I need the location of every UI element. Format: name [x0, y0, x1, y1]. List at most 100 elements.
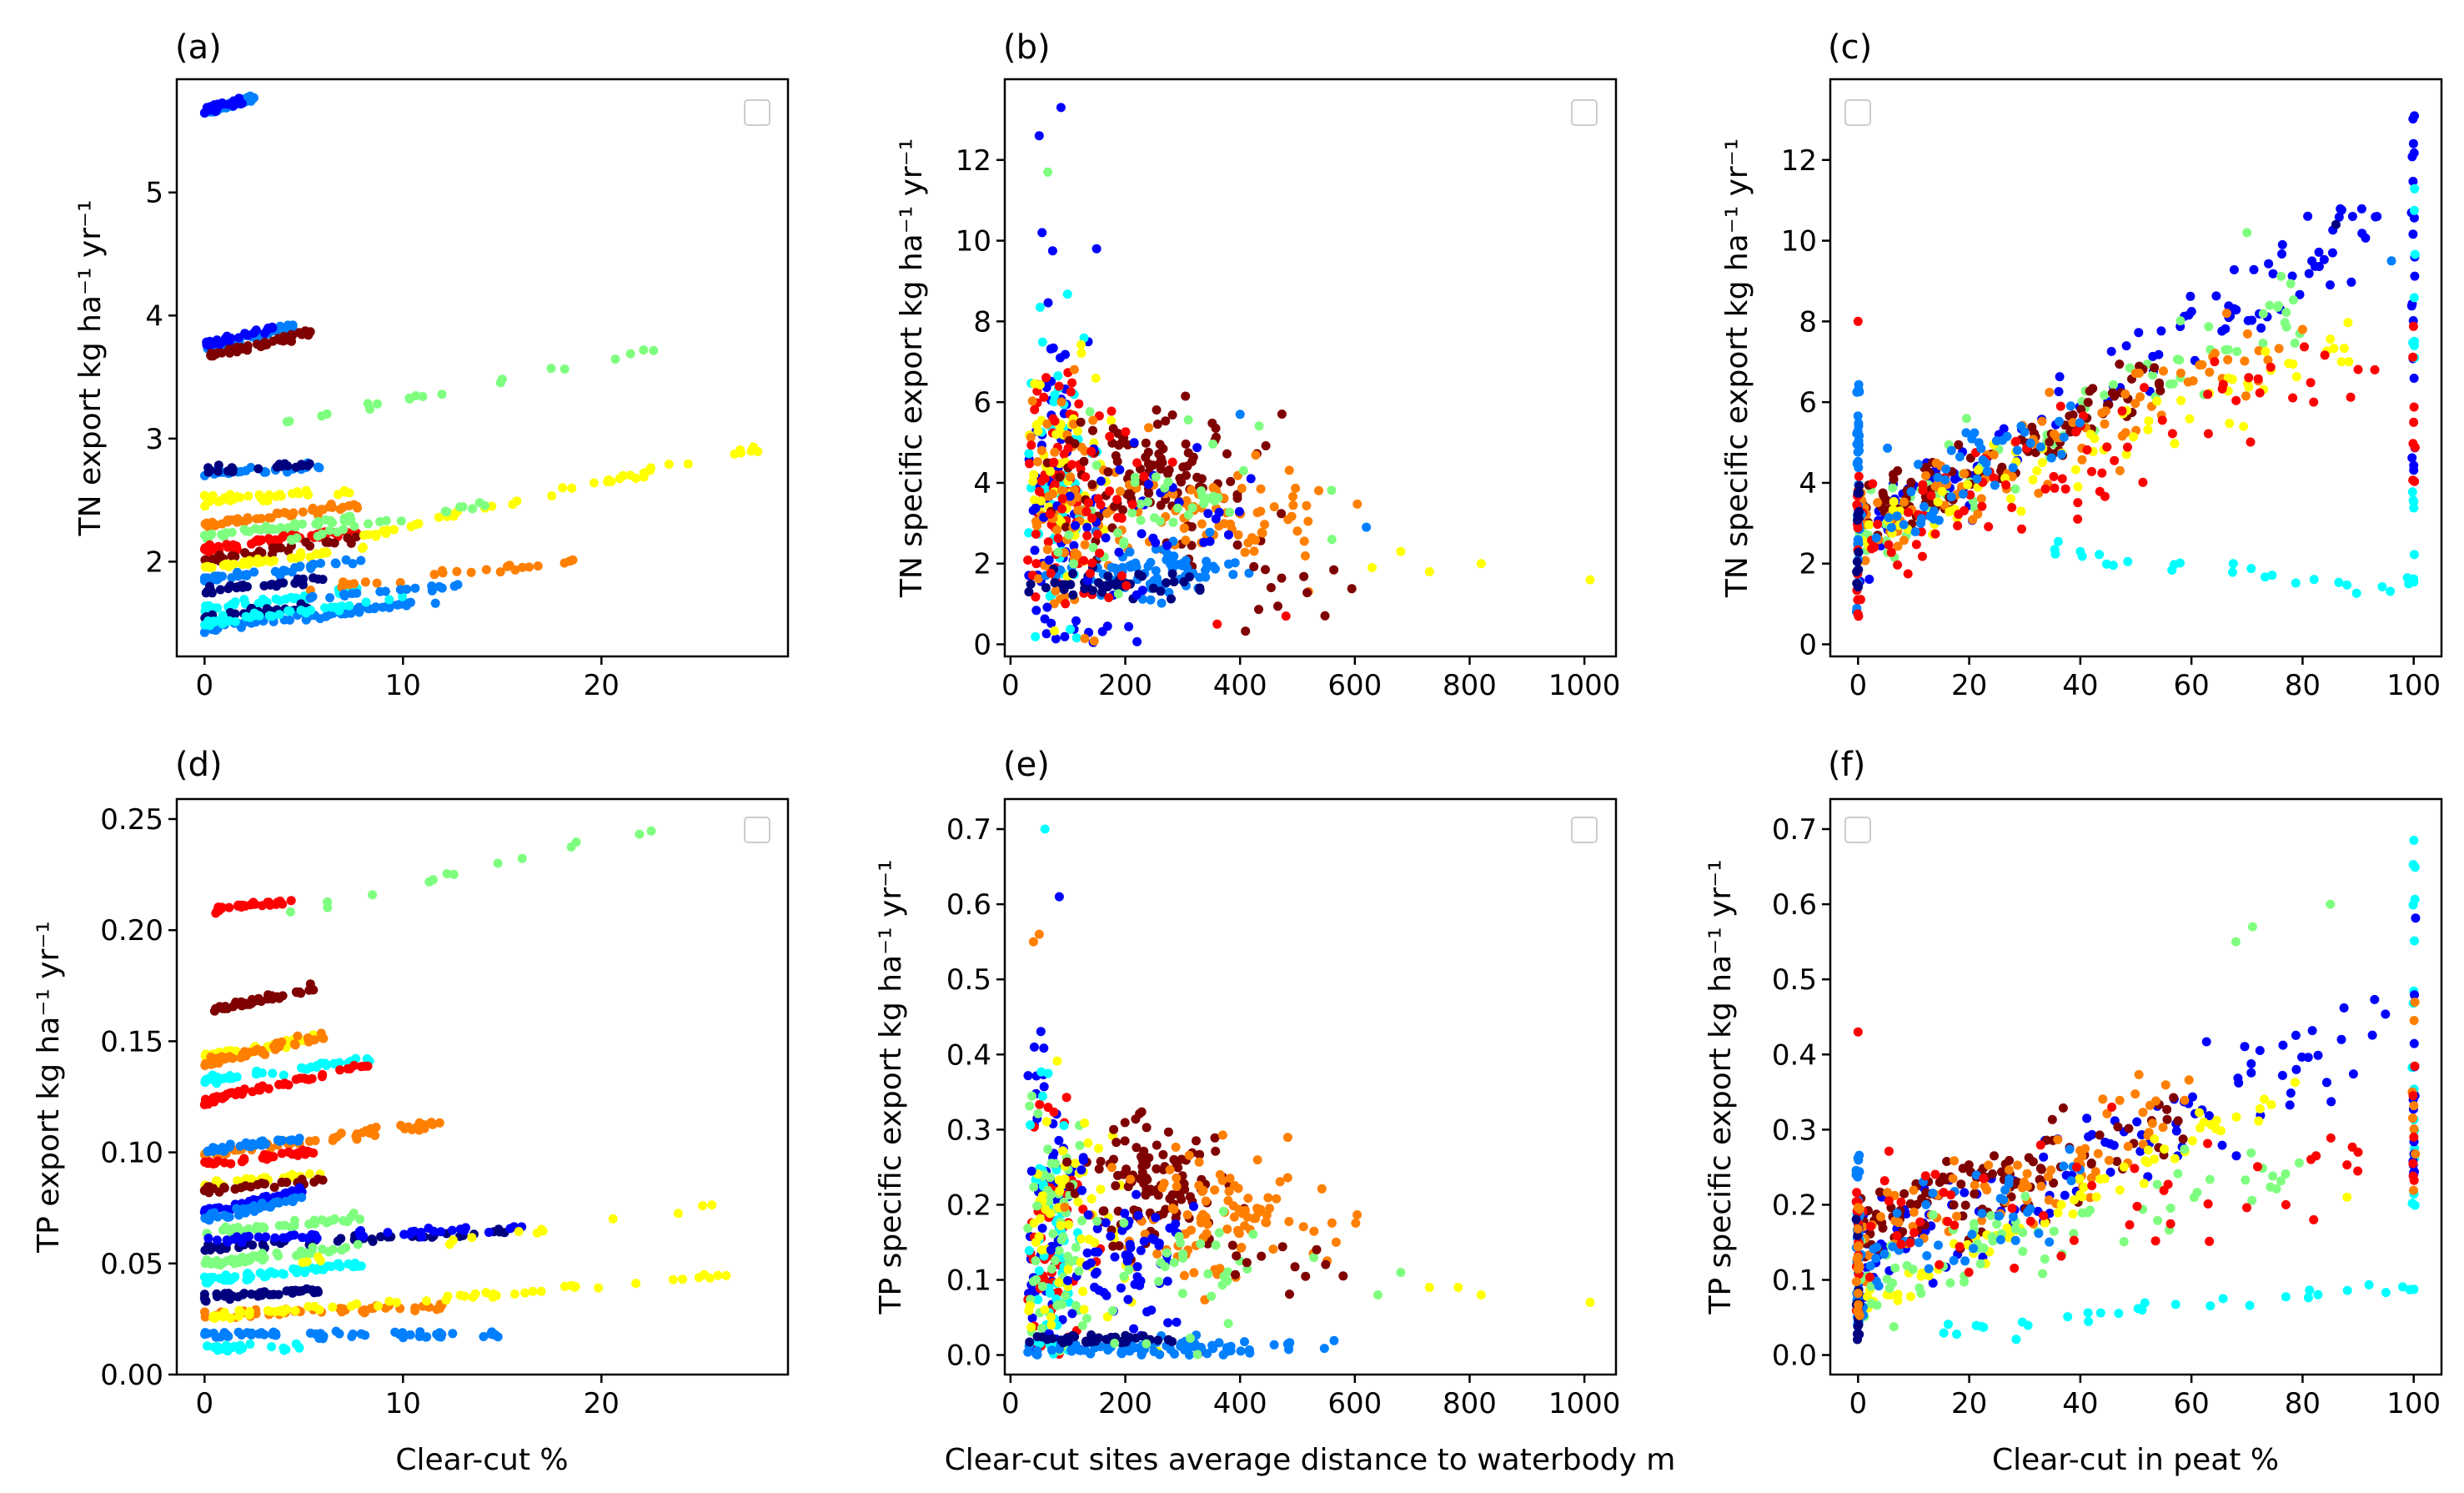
panel-e-ytick-label: 0.3 [946, 1113, 991, 1147]
panel-e-point [1034, 1266, 1044, 1276]
panel-b-point [1066, 472, 1075, 482]
panel-a-point [495, 378, 505, 388]
panel-f-point [1883, 1188, 1892, 1198]
panel-c-point [1970, 428, 1980, 438]
panel-f-point [1917, 1268, 1927, 1278]
panel-e-point [1092, 1224, 1102, 1234]
panel-b-point [1068, 590, 1078, 600]
panel-e-point [1229, 1212, 1239, 1222]
panel-f-point [2266, 1099, 2276, 1109]
panel-b-point [1061, 349, 1070, 359]
panel-b-point [1396, 546, 1406, 556]
panel-a-point [263, 513, 273, 523]
panel-e-point [1284, 1217, 1294, 1226]
panel-d-point [333, 1236, 343, 1246]
panel-f-point [1970, 1180, 1980, 1190]
panel-e-point [1251, 1214, 1261, 1224]
panel-e-point [1025, 1101, 1035, 1111]
panel-b-point [1067, 378, 1077, 388]
panel-a-point [305, 327, 315, 337]
panel-c-point [2055, 416, 2064, 426]
panel-a-point [284, 416, 294, 426]
panel-e-point [1152, 1140, 1162, 1150]
panel-c-point [2016, 506, 2026, 516]
panel-b-point [1223, 530, 1233, 540]
panel-a-point [309, 560, 319, 570]
panel-f-point [2171, 1126, 2181, 1136]
panel-a-point [589, 478, 599, 488]
panel-a-point [287, 535, 297, 545]
panel-e-xtick-label: 600 [1327, 1387, 1382, 1420]
panel-a-point [333, 490, 343, 500]
panel-f-point [2170, 1154, 2180, 1164]
panel-f-point [2147, 1118, 2157, 1129]
panel-a-point [321, 611, 331, 621]
panel-e-point [1424, 1283, 1434, 1292]
panel-e-point [1214, 1228, 1224, 1238]
panel-b-point [1051, 586, 1061, 596]
panel-c-point [2121, 341, 2131, 351]
panel-e-point [1186, 1333, 1195, 1343]
panel-b-point [1136, 499, 1146, 509]
panel-e-point [1046, 1245, 1056, 1255]
panel-e-point [1174, 1232, 1184, 1241]
panel-e-point [1373, 1290, 1383, 1299]
panel-f-point [1934, 1240, 1943, 1250]
panel-e-point [1232, 1251, 1242, 1261]
panel-c-point [2409, 205, 2419, 215]
panel-c-point [2356, 204, 2366, 214]
panel-d-point [373, 1301, 383, 1311]
panel-c-point [2079, 411, 2088, 421]
panel-f-point [2105, 1167, 2115, 1177]
panel-d-point [490, 1330, 500, 1340]
panel-a-point [243, 491, 253, 501]
panel-c-point [2054, 387, 2064, 396]
panel-c-xtick-label: 60 [2174, 669, 2210, 702]
panel-e-point [1046, 1264, 1056, 1274]
panel-a-point [344, 601, 354, 611]
panel-d-point [307, 1035, 317, 1045]
panel-d-point [380, 1303, 390, 1313]
panel-b-point [1074, 399, 1084, 409]
panel-a-point [406, 521, 416, 531]
panel-b-frame [1003, 78, 1618, 658]
panel-b-point [1299, 571, 1309, 581]
panel-b-point [1114, 547, 1124, 557]
panel-d-point [318, 1244, 327, 1254]
panel-a-point [568, 555, 578, 565]
panel-b-point [1121, 427, 1131, 437]
panel-c-point [2120, 390, 2130, 399]
panel-f-point [1948, 1174, 1958, 1184]
panel-f-point [2158, 1123, 2168, 1133]
panel-b-point [1281, 611, 1291, 621]
panel-f-point [1893, 1295, 1903, 1305]
panel-f-point [1999, 1195, 2009, 1204]
panel-c-point [2326, 280, 2335, 290]
panel-d-point [208, 1243, 218, 1253]
panel-c-point [1853, 447, 1863, 457]
panel-c-point [2408, 138, 2418, 148]
panel-a-point [240, 558, 250, 567]
panel-a-point [406, 597, 415, 607]
panel-f-point [1853, 1321, 1863, 1331]
panel-b-point [1031, 631, 1041, 641]
panel-d-point [200, 1245, 210, 1255]
panel-f-point [1949, 1255, 1959, 1265]
panel-c-point [2046, 453, 2056, 463]
panel-f-point [2170, 1299, 2180, 1310]
panel-f-point [1949, 1200, 1959, 1210]
panel-f-point [2107, 1102, 2117, 1112]
panel-a-point [215, 339, 225, 349]
panel-c-point [2211, 291, 2221, 301]
panel-f-point [2342, 1285, 2352, 1295]
panel-b-point [1181, 535, 1191, 545]
panel-e-point [1197, 1187, 1207, 1196]
panel-a-point [625, 349, 635, 359]
panel-a-xtick-label: 0 [195, 669, 213, 702]
panel-c-point [1853, 316, 1863, 326]
panel-d-point [441, 1295, 451, 1305]
panel-e-point [1096, 1157, 1106, 1166]
panel-a-point [364, 519, 373, 529]
panel-a-point [323, 537, 333, 546]
